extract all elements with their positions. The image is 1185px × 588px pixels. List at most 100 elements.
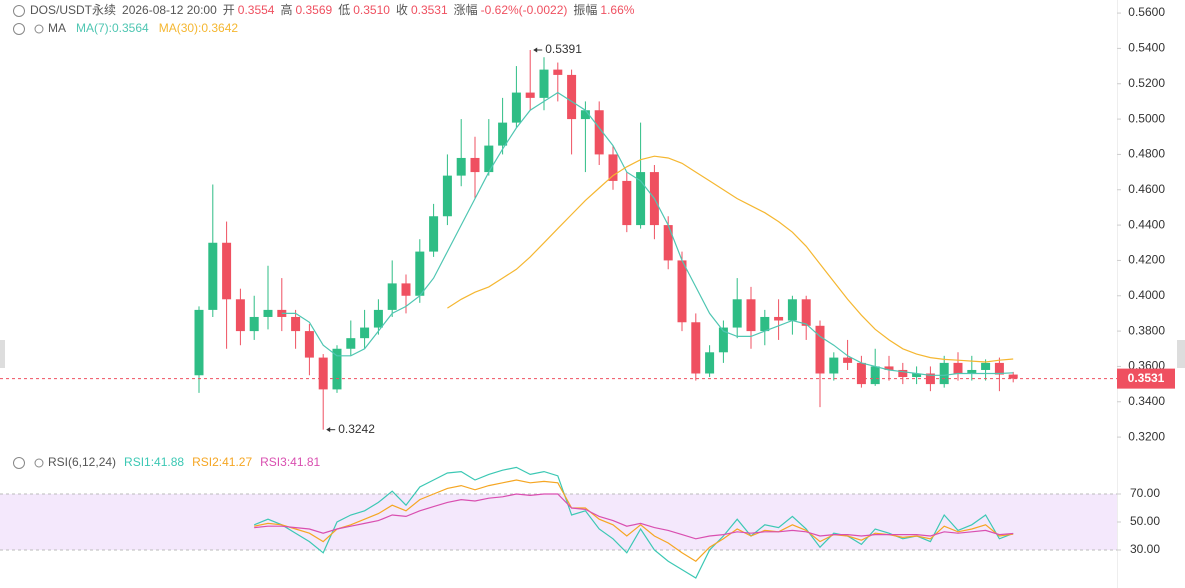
- candle-body: [1008, 374, 1018, 379]
- y-tick-label: 0.4200: [1128, 253, 1165, 267]
- annotation-arrowhead: [326, 427, 331, 433]
- annotation-label: 0.3242: [338, 422, 375, 436]
- header-text: 振幅: [573, 2, 597, 17]
- bell-icon[interactable]: [34, 458, 44, 468]
- candle-body: [939, 362, 949, 385]
- candle-body: [194, 309, 204, 376]
- candle-body: [511, 92, 521, 123]
- y-tick-label: 0.4800: [1128, 147, 1165, 161]
- header-text: 低: [338, 3, 350, 17]
- collapse-icon[interactable]: [13, 5, 25, 17]
- candle-body: [332, 348, 342, 390]
- right-handle[interactable]: [1177, 340, 1185, 368]
- header-text: 0.3554: [238, 3, 275, 17]
- candle-body: [346, 338, 356, 349]
- candle-body: [442, 175, 452, 217]
- candle-body: [815, 325, 825, 374]
- candle-body: [594, 110, 604, 155]
- candle-body: [856, 362, 866, 385]
- candle-body: [677, 260, 687, 323]
- legend-text: RSI2:41.27: [192, 455, 252, 469]
- y-tick-label: 0.3200: [1128, 429, 1165, 443]
- candle-body: [801, 299, 811, 326]
- candle-body: [208, 242, 218, 310]
- legend-text: RSI3:41.81: [260, 455, 320, 469]
- legend-text: MA(7):0.3564: [76, 21, 149, 35]
- candle-body: [705, 352, 715, 374]
- y-tick-label: 0.3800: [1128, 323, 1165, 337]
- candle-body: [898, 369, 908, 378]
- candle-body: [981, 362, 991, 370]
- header-text: 1.66%: [600, 3, 634, 17]
- candle-body: [360, 327, 370, 339]
- y-tick-label: 0.5000: [1128, 111, 1165, 125]
- candle-body: [304, 331, 314, 358]
- candle-body: [373, 309, 383, 328]
- y-tick-label: 0.3400: [1128, 394, 1165, 408]
- candle-body: [746, 299, 756, 332]
- legend-text: RSI1:41.88: [124, 455, 184, 469]
- candle-body: [636, 172, 646, 226]
- candle-body: [456, 157, 466, 176]
- legend-text: MA(30):0.3642: [159, 21, 239, 35]
- header-text: 2026-08-12 20:00: [122, 3, 217, 17]
- y-tick-label: 0.4600: [1128, 182, 1165, 196]
- y-tick-label: 0.4000: [1128, 288, 1165, 302]
- candle-body: [718, 327, 728, 353]
- y-tick-label: 50.00: [1130, 514, 1160, 528]
- header-text: 0.3510: [353, 3, 390, 17]
- last-price-box: [1117, 368, 1175, 389]
- candle-body: [484, 145, 494, 173]
- collapse-icon[interactable]: [13, 23, 25, 35]
- y-tick-label: 0.5200: [1128, 76, 1165, 90]
- rsi-band: [0, 494, 1117, 550]
- candle-body: [829, 357, 839, 374]
- candle-body: [608, 154, 618, 181]
- rsi-legend: RSI(6,12,24) RSI1:41.88 RSI2:41.27 RSI3:41.…: [48, 455, 321, 469]
- candle-body: [912, 373, 922, 378]
- candle-body: [553, 69, 563, 75]
- legend-text: MA: [48, 21, 66, 35]
- legend-text: RSI(6,12,24): [48, 455, 116, 469]
- candle-body: [691, 322, 701, 374]
- candle-body: [539, 69, 549, 98]
- candle-body: [263, 309, 273, 317]
- header-text: 收: [396, 3, 408, 17]
- header-text: 高: [280, 2, 292, 17]
- candle-body: [415, 251, 425, 296]
- header-text: 0.3531: [411, 3, 448, 17]
- candle-body: [622, 180, 632, 226]
- annotation-label: 0.5391: [545, 42, 582, 56]
- left-handle[interactable]: [0, 340, 5, 368]
- candle-body: [774, 316, 784, 321]
- candle-body: [498, 122, 508, 146]
- collapse-icon[interactable]: [13, 457, 25, 469]
- ma-line: [281, 91, 1014, 376]
- header-text: -0.62%(-0.0022): [481, 3, 568, 17]
- header-text: 开: [223, 3, 235, 17]
- candle-body: [470, 157, 480, 173]
- candle-body: [222, 242, 232, 300]
- candle-body: [249, 316, 259, 332]
- y-tick-label: 0.4400: [1128, 217, 1165, 231]
- y-tick-label: 0.5400: [1128, 41, 1165, 55]
- candle-body: [994, 362, 1004, 375]
- candle-body: [567, 74, 577, 120]
- candle-body: [580, 110, 590, 120]
- ma-legend: MA MA(7):0.3564 MA(30):0.3642: [48, 21, 238, 35]
- candle-body: [787, 299, 797, 321]
- axis-separator: [1117, 0, 1118, 588]
- candle-body: [953, 362, 963, 374]
- candle-body: [967, 369, 977, 374]
- candle-body: [235, 299, 245, 332]
- y-tick-label: 70.00: [1130, 486, 1160, 500]
- header: DOS/USDT永续 2026-08-12 20:00 开 0.3554 高 0.3569…: [30, 2, 635, 17]
- candle-body: [429, 216, 439, 252]
- candle-body: [318, 357, 328, 390]
- y-tick-label: 30.00: [1130, 542, 1160, 556]
- bell-icon[interactable]: [34, 24, 44, 34]
- candle-body: [870, 366, 880, 385]
- candle-body: [760, 316, 770, 332]
- rsi-line: [253, 466, 1014, 579]
